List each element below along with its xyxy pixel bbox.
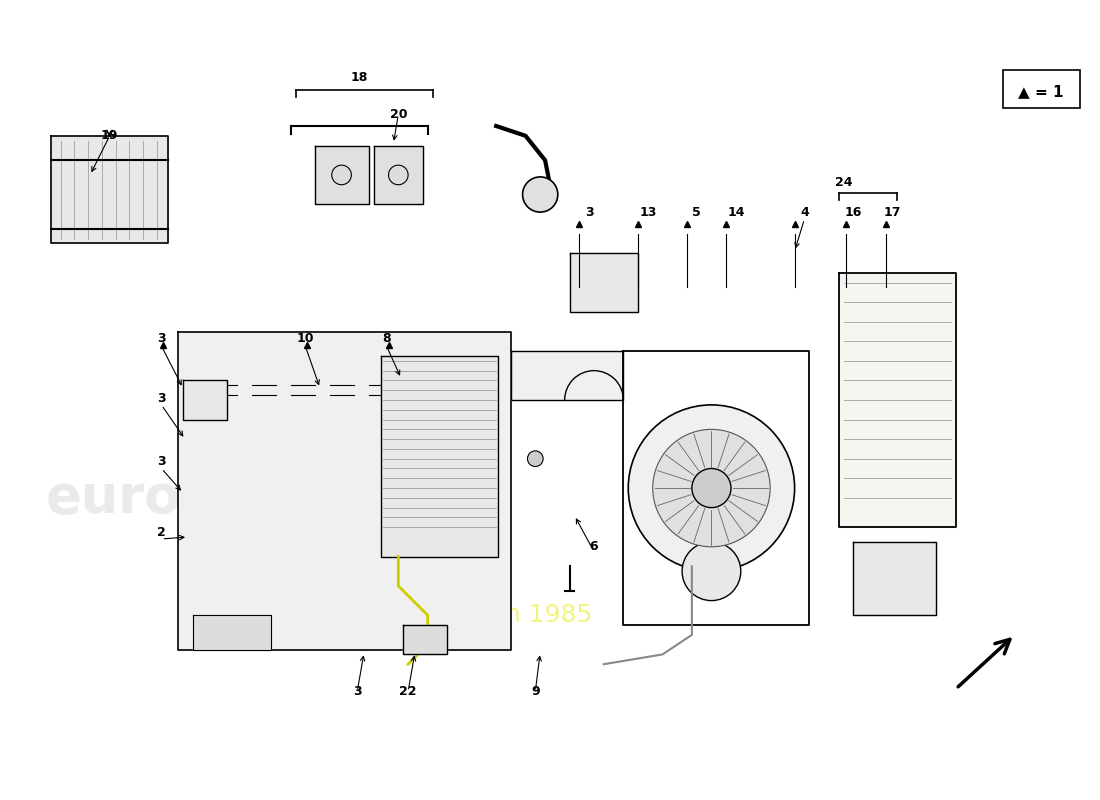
Circle shape xyxy=(692,469,732,508)
Text: 22: 22 xyxy=(399,685,417,698)
Circle shape xyxy=(528,451,543,466)
Polygon shape xyxy=(570,254,638,312)
Text: 3: 3 xyxy=(157,332,166,345)
Text: 19: 19 xyxy=(101,130,119,142)
Text: 20: 20 xyxy=(389,108,407,121)
Text: 18: 18 xyxy=(351,70,367,83)
Circle shape xyxy=(388,165,408,185)
Text: 14: 14 xyxy=(727,206,745,218)
Text: ▲ = 1: ▲ = 1 xyxy=(1019,84,1064,99)
Text: a passion for perfection 1985: a passion for perfection 1985 xyxy=(224,603,592,627)
Polygon shape xyxy=(510,351,624,400)
Text: 8: 8 xyxy=(383,332,390,345)
Polygon shape xyxy=(838,273,956,527)
Polygon shape xyxy=(51,136,168,243)
Circle shape xyxy=(682,542,740,601)
Text: 13: 13 xyxy=(639,206,657,218)
Circle shape xyxy=(652,430,770,546)
Polygon shape xyxy=(854,542,936,615)
Text: 3: 3 xyxy=(353,685,362,698)
Polygon shape xyxy=(404,625,448,654)
Text: 6: 6 xyxy=(590,540,598,554)
Text: 3: 3 xyxy=(157,455,166,468)
Circle shape xyxy=(332,165,351,185)
Text: 16: 16 xyxy=(845,206,862,218)
Text: 4: 4 xyxy=(800,206,808,218)
Text: 3: 3 xyxy=(157,391,166,405)
Polygon shape xyxy=(315,146,368,204)
Text: 17: 17 xyxy=(883,206,901,218)
Polygon shape xyxy=(183,381,227,419)
Text: 24: 24 xyxy=(835,176,852,190)
Text: 10: 10 xyxy=(297,332,315,345)
Polygon shape xyxy=(374,146,422,204)
Polygon shape xyxy=(381,356,498,557)
Text: eurospares: eurospares xyxy=(46,472,378,524)
Circle shape xyxy=(628,405,794,571)
Text: 3: 3 xyxy=(585,206,593,218)
Circle shape xyxy=(522,177,558,212)
FancyBboxPatch shape xyxy=(1003,70,1080,109)
Polygon shape xyxy=(192,615,271,650)
Polygon shape xyxy=(178,331,510,650)
Text: 5: 5 xyxy=(692,206,701,218)
Text: 9: 9 xyxy=(531,685,540,698)
Text: 2: 2 xyxy=(157,526,166,538)
